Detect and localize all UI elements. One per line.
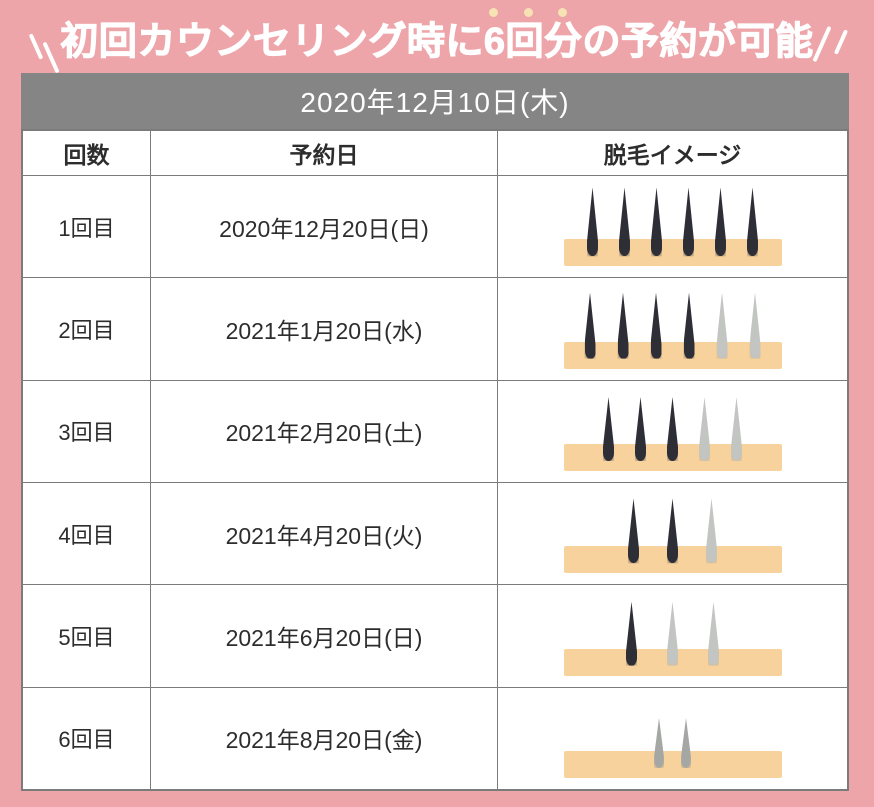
counseling-date-banner: 2020年12月10日(木): [21, 73, 849, 129]
hair-illustration: [563, 585, 782, 686]
hair-dark-icon: [667, 396, 678, 461]
hairs: [564, 396, 782, 461]
hair-gray-dark-icon: [681, 717, 691, 768]
row-count: 3回目: [23, 380, 151, 482]
hair-dark-icon: [667, 498, 678, 564]
skin-bar: [563, 341, 782, 369]
hair-dark-icon: [683, 292, 695, 359]
page-title: 初回カウンセリング時に6回分の予約が可能: [60, 20, 814, 63]
hair-gray-icon: [708, 601, 719, 666]
row-image-cell: [498, 278, 847, 379]
row-count: 6回目: [23, 687, 151, 789]
hair-dark-icon: [683, 187, 694, 257]
hair-dark-icon: [619, 187, 630, 257]
table-row: 2回目 2021年1月20日(水): [23, 278, 847, 381]
row-date: 2021年1月20日(水): [151, 278, 498, 380]
table-header-row: 回数 予約日 脱毛イメージ: [23, 131, 847, 176]
skin-bar: [563, 239, 782, 267]
accent-dot-icon: [524, 8, 533, 17]
hair-dark-icon: [635, 396, 646, 461]
row-date: 2020年12月20日(日): [151, 176, 498, 278]
hair-dark-icon: [747, 187, 758, 257]
row-image-cell: [498, 176, 847, 277]
hair-gray-icon: [667, 601, 678, 666]
hair-dark-icon: [587, 187, 598, 257]
row-date: 2021年6月20日(日): [151, 585, 498, 687]
table-row: 3回目 2021年2月20日(土): [23, 380, 847, 483]
hair-dark-icon: [650, 292, 662, 359]
table-body: 1回目 2020年12月20日(日) 2回目 2021年1月20日(水) 3回目…: [23, 176, 847, 789]
hairs: [564, 292, 782, 359]
hair-illustration: [563, 381, 782, 482]
hair-dark-icon: [651, 187, 662, 257]
accent-dot-icon: [489, 8, 498, 17]
row-count: 2回目: [23, 278, 151, 380]
hair-illustration: [563, 688, 782, 789]
hairs: [564, 187, 782, 257]
row-count: 1回目: [23, 176, 151, 278]
column-header-date: 予約日: [151, 131, 498, 175]
row-image-cell: [498, 585, 847, 686]
table-row: 6回目 2021年8月20日(金): [23, 687, 847, 789]
column-header-count: 回数: [23, 131, 151, 175]
hair-dark-icon: [715, 187, 726, 257]
table-row: 1回目 2020年12月20日(日): [23, 176, 847, 279]
row-image-cell: [498, 381, 847, 482]
hair-dark-icon: [626, 601, 637, 666]
hair-dark-icon: [628, 498, 639, 564]
column-header-image: 脱毛イメージ: [603, 142, 742, 168]
hairs: [564, 601, 782, 666]
hair-illustration: [563, 483, 782, 584]
accent-dot-icon: [558, 8, 567, 17]
hair-gray-icon: [731, 396, 742, 461]
skin-bar: [563, 750, 782, 778]
row-image-cell: [498, 483, 847, 584]
table-row: 4回目 2021年4月20日(火): [23, 482, 847, 586]
row-count: 5回目: [23, 585, 151, 687]
row-date: 2021年4月20日(火): [151, 482, 498, 585]
title-area: 初回カウンセリング時に6回分の予約が可能: [0, 0, 874, 74]
row-date: 2021年8月20日(金): [151, 687, 498, 789]
row-date: 2021年2月20日(土): [151, 380, 498, 482]
hair-dark-icon: [617, 292, 629, 359]
hair-dark-icon: [584, 292, 596, 359]
hairs: [564, 717, 782, 768]
hair-illustration: [563, 278, 782, 379]
hair-illustration: [563, 176, 782, 277]
schedule-table: 回数 予約日 脱毛イメージ 1回目 2020年12月20日(日) 2回目 202…: [21, 129, 849, 791]
hairs: [564, 498, 782, 564]
hair-gray-icon: [699, 396, 710, 461]
row-count: 4回目: [23, 482, 151, 585]
hair-dark-icon: [603, 396, 614, 461]
hair-gray-icon: [749, 292, 761, 359]
row-image-cell: [498, 688, 847, 789]
hair-gray-icon: [706, 498, 717, 564]
hair-gray-dark-icon: [654, 717, 664, 768]
table-row: 5回目 2021年6月20日(日): [23, 585, 847, 688]
hair-gray-icon: [716, 292, 728, 359]
